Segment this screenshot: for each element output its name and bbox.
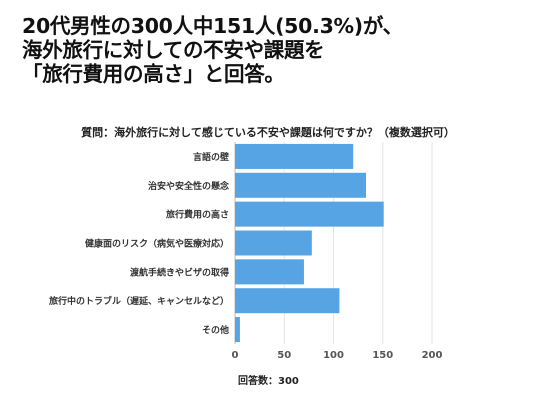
category-label: 旅行費用の高さ xyxy=(166,209,229,221)
bar xyxy=(235,288,340,314)
category-label: 言語の壁 xyxy=(193,151,229,163)
x-tick-labels: 0 50 100 150 200 xyxy=(232,350,443,361)
headline-line-2: 海外旅行に対しての不安や課題を xyxy=(22,38,325,62)
headline-line-1: 20代男性の300人中151人(50.3%)が、 xyxy=(22,14,403,38)
headline: 20代男性の300人中151人(50.3%)が、 海外旅行に対しての不安や課題を… xyxy=(22,14,522,86)
x-tick-label: 200 xyxy=(422,350,443,361)
category-label: 旅行中のトラブル（遅延、キャンセルなど） xyxy=(49,295,229,307)
headline-line-3: 「旅行費用の高さ」と回答。 xyxy=(22,62,285,86)
category-label: 健康面のリスク（病気や医療対応） xyxy=(85,238,229,250)
bar xyxy=(235,259,304,285)
category-label: 治安や安全性の懸念 xyxy=(148,180,229,192)
bar xyxy=(235,172,367,198)
x-tick-label: 100 xyxy=(323,350,344,361)
category-label: その他 xyxy=(202,324,229,336)
x-tick-label: 50 xyxy=(277,350,291,361)
chart-title: 質問：海外旅行に対して感じている不安や課題は何ですか？（複数選択可） xyxy=(81,126,455,139)
category-label: 渡航手続きやビザの取得 xyxy=(130,266,229,278)
x-tick-label: 0 xyxy=(232,350,239,361)
chart-bars xyxy=(235,143,384,343)
bar xyxy=(235,201,384,227)
x-tick-label: 150 xyxy=(372,350,393,361)
bar xyxy=(235,230,312,256)
bar xyxy=(235,317,240,343)
response-count: 回答数：300 xyxy=(238,376,299,387)
bar xyxy=(235,143,354,169)
